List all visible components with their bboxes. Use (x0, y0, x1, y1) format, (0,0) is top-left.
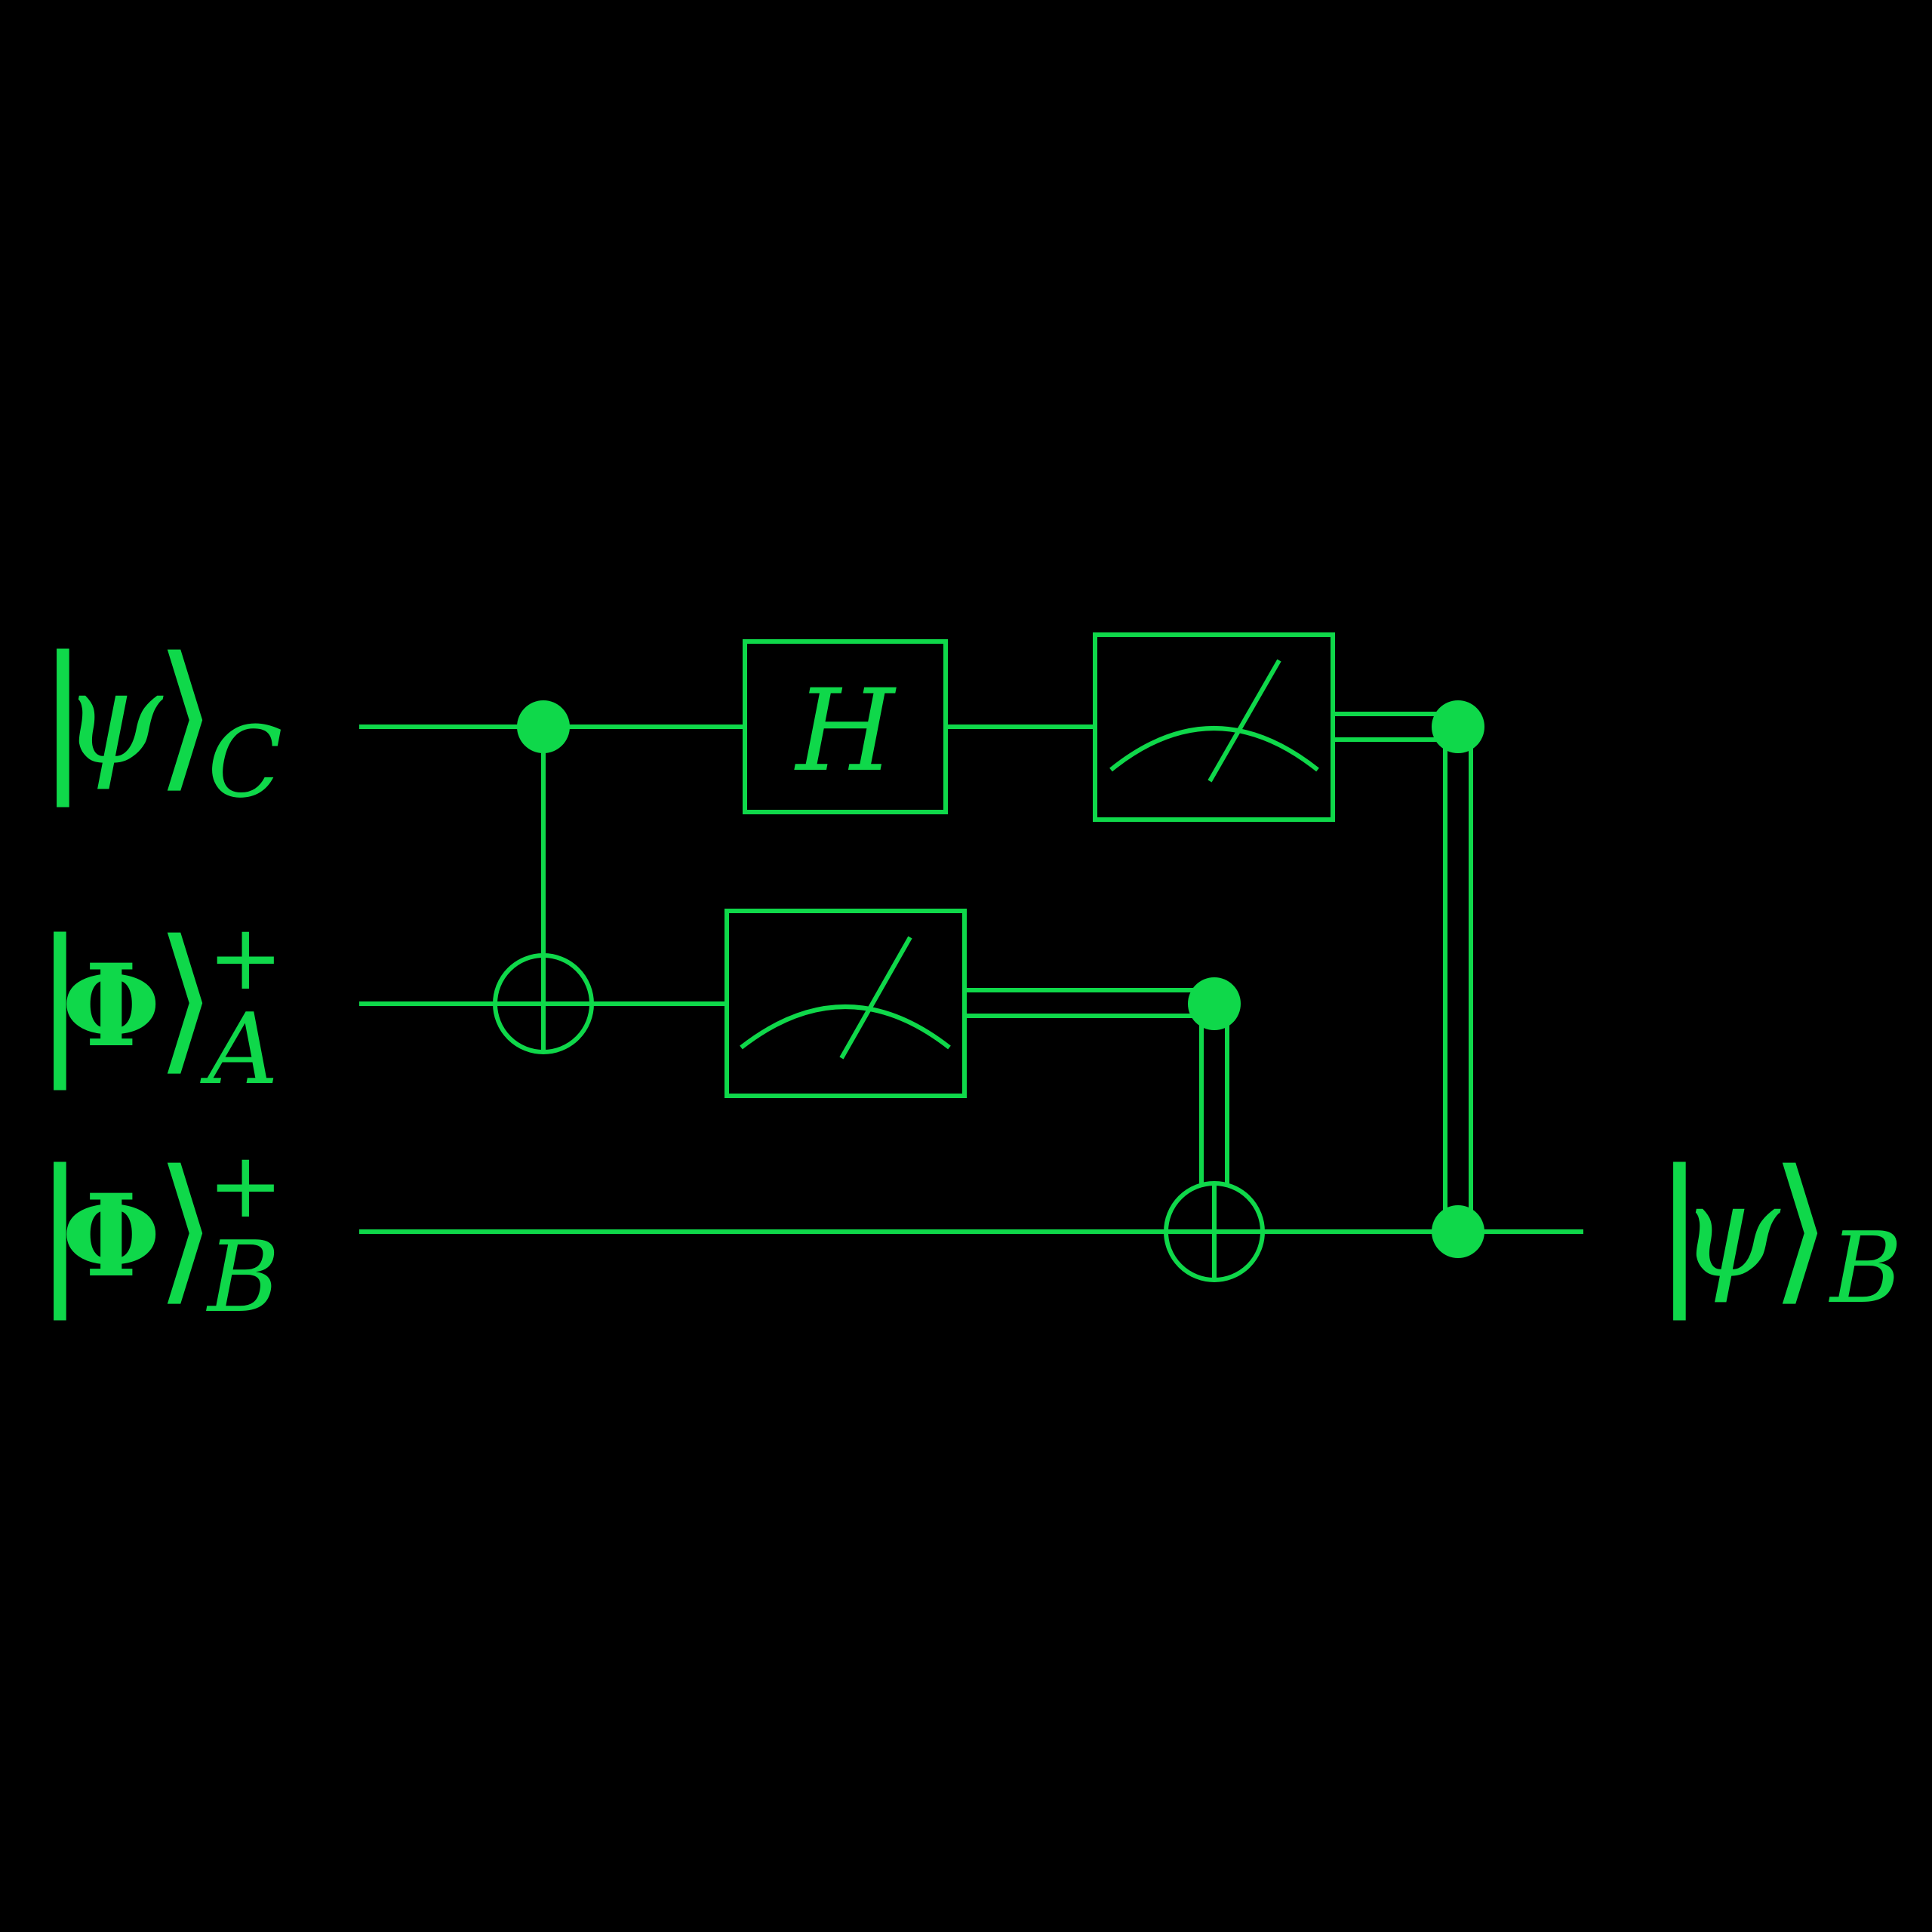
label-psi-c: | ψ ⟩ C (36, 623, 282, 820)
control-dot-icon (517, 700, 570, 753)
superscript-plus: + (208, 906, 284, 1011)
ket-angle: ⟩ (155, 906, 217, 1091)
control-dot-icon (1432, 1205, 1484, 1258)
control-dot-icon (1188, 977, 1241, 1030)
ket-bar: | (33, 906, 87, 1091)
label-phi-a: | Φ ⟩ + A (33, 906, 284, 1106)
target-xor-icon (1164, 1181, 1265, 1282)
classical-wire-a (964, 988, 1229, 1183)
psi-symbol: ψ (1679, 1157, 1781, 1306)
control-dot-icon (1432, 700, 1484, 753)
cnot-gate-1 (493, 700, 594, 1054)
ket-angle: ⟩ (155, 623, 217, 808)
label-phi-b: | Φ ⟩ + B (33, 1134, 284, 1334)
phi-symbol: Φ (62, 1170, 161, 1303)
psi-symbol: ψ (62, 644, 164, 793)
subscript-a: A (200, 992, 278, 1106)
measurement-meter-icon (1093, 632, 1335, 822)
subscript-c: C (208, 705, 282, 820)
ket-bar: | (36, 623, 90, 808)
subscript-b: B (1829, 1211, 1903, 1325)
superscript-plus: + (208, 1134, 284, 1238)
phi-symbol: Φ (62, 940, 161, 1072)
subscript-b: B (206, 1220, 280, 1334)
hadamard-label: H (794, 666, 897, 797)
classical-cz-gate (1432, 700, 1484, 1258)
hadamard-gate: H (743, 639, 948, 814)
classical-cnot-gate (1164, 977, 1265, 1282)
ket-angle: ⟩ (1770, 1136, 1832, 1321)
ket-bar: | (1653, 1136, 1706, 1321)
target-xor-icon (493, 953, 594, 1054)
classical-wire-c (1333, 712, 1473, 1232)
label-psi-b-output: | ψ ⟩ B (1653, 1136, 1903, 1325)
ket-angle: ⟩ (155, 1136, 217, 1321)
measurement-meter-icon (724, 909, 967, 1098)
ket-bar: | (33, 1136, 87, 1321)
